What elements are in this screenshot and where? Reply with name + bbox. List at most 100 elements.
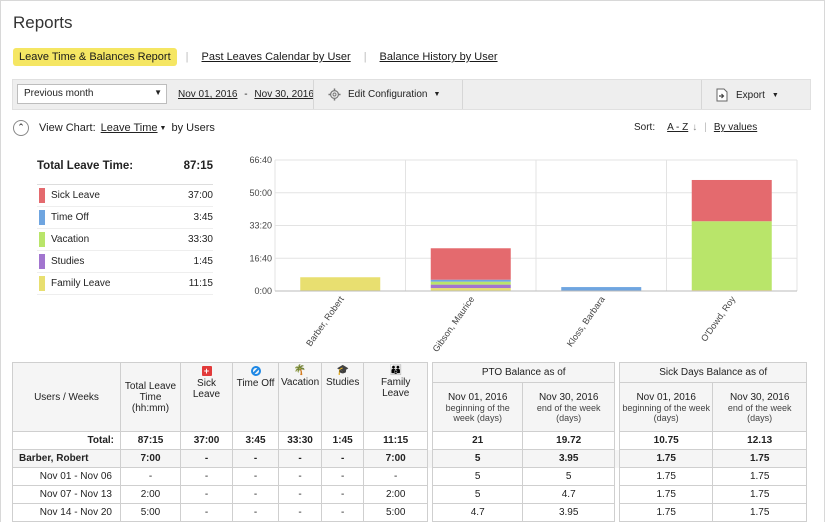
view-chart-label: View Chart: — [39, 122, 96, 134]
bar-segment-family-leave — [300, 277, 381, 291]
pto-start-date: Nov 01, 2016 — [447, 391, 508, 403]
table-cell: - — [321, 467, 365, 486]
export-button[interactable]: Export ▼ — [716, 88, 779, 102]
sort-by-values[interactable]: By values — [713, 122, 758, 133]
chart-legend: Total Leave Time: 87:15 Sick Leave 37:00… — [37, 155, 213, 295]
tab-separator: | — [185, 51, 189, 63]
chart-metric-dropdown[interactable]: Leave Time — [101, 122, 158, 134]
caret-down-icon: ▼ — [154, 88, 162, 97]
sick-leave-header-label: Sick Leave — [192, 378, 221, 400]
table-cell: - — [180, 485, 233, 504]
no-entry-icon — [250, 366, 261, 376]
tab-balance-history[interactable]: Balance History by User — [379, 51, 498, 63]
legend-total-value: 87:15 — [183, 160, 213, 172]
bar-segment-time-off — [430, 279, 511, 282]
column-gap — [614, 362, 620, 432]
period-select-value: Previous month — [24, 88, 94, 99]
legend-item-value: 37:00 — [187, 190, 213, 201]
tab-leave-time-balances[interactable]: Leave Time & Balances Report — [13, 48, 177, 66]
column-gap — [614, 485, 620, 504]
table-cell: - — [363, 467, 429, 486]
y-tick-label: 33:20 — [249, 221, 272, 231]
date-from[interactable]: Nov 01, 2016 — [178, 89, 238, 100]
caret-down-icon: ▼ — [433, 91, 441, 98]
col-users-weeks: Users / Weeks — [12, 362, 121, 432]
table-cell: 5:00 — [363, 503, 429, 522]
column-gap — [427, 485, 433, 504]
x-tick-label: Kloss, Barbara — [565, 294, 607, 348]
row-label: Total: — [12, 431, 121, 450]
toolbar-divider — [462, 80, 463, 109]
table-cell: 19.72 — [522, 431, 616, 450]
first-aid-icon: + — [201, 366, 212, 376]
table-cell: - — [232, 503, 279, 522]
sick-end-header: Nov 30, 2016 end of the week (days) — [712, 382, 808, 432]
tab-past-leaves-calendar[interactable]: Past Leaves Calendar by User — [201, 51, 351, 63]
legend-total: Total Leave Time: 87:15 — [37, 155, 213, 185]
table-body: Total: 87:15 37:00 3:45 33:30 1:45 11:15 21 19.7… — [12, 431, 808, 522]
collapse-chart-icon[interactable]: ⌃ — [13, 120, 29, 136]
table-cell: 1.75 — [619, 503, 714, 522]
legend-item-time-off: Time Off 3:45 — [37, 207, 213, 229]
x-tick-label: Barber, Robert — [304, 294, 346, 348]
date-to[interactable]: Nov 30, 2016 — [254, 89, 314, 100]
sort-separator: | — [704, 122, 707, 133]
bar-segment-sick-leave — [430, 248, 511, 280]
x-tick-label: O'Dowd, Roy — [699, 294, 738, 343]
table-cell: 12.13 — [712, 431, 808, 450]
table-cell: 1.75 — [619, 467, 714, 486]
sort-label: Sort: — [634, 122, 656, 133]
pto-end-note: end of the week (days) — [536, 402, 601, 423]
chart-grouping-label: by Users — [171, 122, 215, 134]
x-tick-label: Gibson, Maurice — [431, 294, 477, 353]
bar-segment-vacation — [691, 221, 772, 291]
legend-swatch — [39, 254, 45, 269]
table-cell: - — [180, 449, 233, 468]
sick-end-note: end of the week (days) — [727, 402, 792, 423]
family-leave-header-label: Family Leave — [380, 377, 411, 399]
edit-configuration-label: Edit Configuration — [348, 89, 428, 100]
report-tabs: Leave Time & Balances Report | Past Leav… — [13, 47, 502, 67]
row-label: Nov 01 - Nov 06 — [12, 467, 121, 486]
edit-configuration-button[interactable]: Edit Configuration ▼ — [328, 88, 440, 101]
table-cell: 1:45 — [321, 431, 365, 450]
legend-item-studies: Studies 1:45 — [37, 251, 213, 273]
date-range[interactable]: Nov 01, 2016 - Nov 30, 2016 — [178, 89, 314, 100]
sort-direction-icon[interactable]: ↓ — [692, 122, 698, 133]
sick-end-date: Nov 30, 2016 — [729, 391, 790, 403]
sort-a-z[interactable]: A - Z — [667, 122, 689, 133]
col-total-leave: Total Leave Time (hh:mm) — [120, 362, 181, 432]
table-header-row: Users / Weeks Total Leave Time (hh:mm) +… — [12, 362, 808, 432]
legend-swatch — [39, 188, 45, 203]
column-gap — [614, 449, 620, 468]
table-cell: - — [321, 449, 365, 468]
col-time-off: Time Off — [232, 362, 279, 432]
period-select[interactable]: Previous month ▼ — [17, 84, 167, 104]
graduation-cap-icon: 🎓 — [336, 365, 349, 376]
table-cell: 3:45 — [232, 431, 279, 450]
table-cell: - — [180, 467, 233, 486]
user-row[interactable]: Barber, Robert 7:00- - - -7:00 5 3.95 1.75 1.75 — [12, 449, 808, 468]
table-cell: 10.75 — [619, 431, 714, 450]
table-cell: - — [321, 503, 365, 522]
caret-down-icon: ▼ — [159, 124, 167, 132]
page-title: Reports — [13, 13, 73, 32]
legend-item-value: 33:30 — [187, 234, 213, 245]
week-row: Nov 07 - Nov 13 2:00- - - -2:00 5 4.7 1.75 1.75 — [12, 485, 808, 504]
sick-start-header: Nov 01, 2016 beginning of the week (days… — [619, 382, 714, 432]
table-cell: 1.75 — [712, 467, 808, 486]
column-gap — [614, 431, 620, 450]
table-cell: - — [277, 503, 323, 522]
legend-swatch — [39, 210, 45, 225]
y-tick-label: 0:00 — [254, 286, 272, 296]
table-cell: 5 — [432, 467, 524, 486]
bar-segment-sick-leave — [691, 179, 772, 222]
caret-down-icon: ▼ — [771, 91, 779, 99]
table-cell: 1.75 — [712, 485, 808, 504]
sick-start-date: Nov 01, 2016 — [636, 391, 696, 403]
table-subheader-row: Nov 01, 2016 beginning of the week (days… — [13, 382, 808, 432]
table-cell: 5 — [432, 449, 524, 468]
legend-item-label: Studies — [51, 256, 85, 267]
col-studies: 🎓 Studies — [321, 362, 365, 432]
table-cell: 3.95 — [522, 503, 616, 522]
